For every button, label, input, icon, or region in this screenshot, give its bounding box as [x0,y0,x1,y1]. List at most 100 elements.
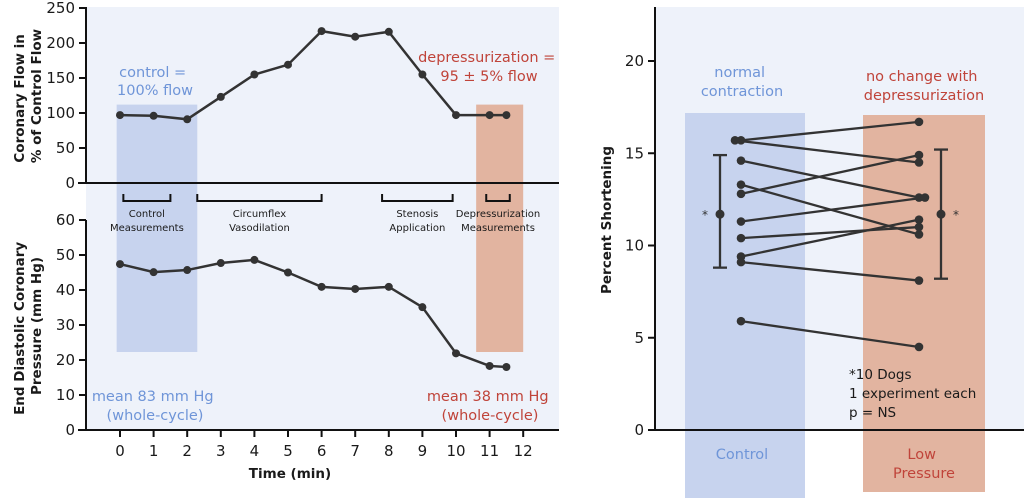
flow-y-tick-label: 0 [65,174,75,192]
pair-line [740,218,920,258]
study-note-line1: *10 Dogs [849,367,911,383]
phase-label: Measurements [110,223,184,234]
flow-point [116,111,124,120]
time-x-tick-label: 8 [384,442,394,460]
time-x-tick-label: 0 [115,442,125,460]
phase-brackets: Control Measurements Circumflex Vasodilatio… [110,194,540,234]
flow-y-tick-label: 200 [46,34,75,52]
pressure-point [216,259,225,268]
control-point [736,189,746,199]
pressure-point [183,266,192,275]
flow-y-tick-label: 100 [46,104,75,122]
pressure-point [502,363,511,371]
depressurization-band-top [476,104,524,183]
phase-label: Stenosis [396,209,438,220]
time-x-tick-label: 7 [350,442,360,460]
phase-label: Circumflex [233,209,287,220]
time-x-tick-label: 4 [250,442,260,460]
phase-bracket [485,194,511,202]
pair-line [734,139,920,164]
pressure-y-label: End Diastolic Coronary Pressure (mm Hg) [12,237,45,415]
flow-point [485,111,494,120]
low-pressure-point [920,193,930,202]
shortening-y-tick-label: 20 [625,52,644,70]
pressure-y-label-line2: Pressure (mm Hg) [29,257,45,395]
low-pressure-point [914,150,924,160]
shortening-y-tick-label: 5 [634,329,644,347]
flow-y-label: Coronary Flow in % of Control Flow [12,29,45,163]
flow-control-annotation: control = 100% flow [117,65,193,99]
category-label-control-line1: Control [716,447,768,463]
phase-bracket [122,194,172,202]
pair-line [740,120,920,142]
flow-y-tick-label: 50 [56,139,75,157]
flow-point [452,111,460,120]
flow-y-tick-label: 250 [46,0,75,17]
pressure-dep-annotation-line1: mean 38 mm Hg [427,389,549,405]
pair-line [740,159,920,199]
flow-dep-annotation-line2: 95 ± 5% flow [440,69,537,85]
pressure-point [384,282,393,291]
pressure-point [351,284,360,293]
flow-y-ticks: 0 50 100 150 200 250 [46,0,86,192]
flow-point [250,70,259,79]
category-label-low-line1: Low [907,447,936,463]
asterisk-marker: * [702,208,708,222]
time-x-tick-label: 1 [149,442,159,460]
time-x-tick-label: 2 [182,442,192,460]
phase-bracket [381,194,454,202]
time-x-tick-label: 10 [446,442,465,460]
control-point [736,180,746,189]
shortening-y-tick-label: 10 [625,237,644,255]
flow-point [384,27,393,36]
low-pressure-point [914,230,924,239]
time-x-tick-label: 11 [480,442,499,460]
pair-line [740,196,926,223]
pressure-depressurization-annotation: mean 38 mm Hg (whole-cycle) [427,389,553,424]
study-note-line3: p = NS [849,405,896,421]
normal-contraction-annotation: normal contraction [701,65,783,100]
control-point [736,156,746,165]
pressure-series [116,255,511,371]
shortening-y-tick-label: 15 [625,144,644,162]
study-note: *10 Dogs 1 experiment each p = NS [849,367,981,421]
pressure-control-annotation-line1: mean 83 mm Hg [92,389,214,405]
control-point [736,257,746,267]
no-change-line2: depressurization [864,88,984,104]
flow-point [216,92,225,101]
no-change-line1: no change with [866,69,977,85]
low-pressure-column [863,115,985,492]
time-x-tick-label: 3 [216,442,226,460]
flow-point [183,115,192,124]
flow-point [351,32,360,41]
phase-label: Control [129,209,165,220]
flow-point [502,111,511,120]
pressure-y-tick-label: 50 [56,246,75,264]
phase-label: Measurements [461,223,535,234]
pressure-y-tick-label: 40 [56,281,75,299]
phase-bracket [196,194,323,202]
asterisk-marker: * [953,208,959,222]
shortening-y-tick-label: 0 [634,421,644,439]
category-label-low-pressure: Low Pressure [893,447,955,482]
phase-label: Depressurization [456,209,540,220]
mean-sd-bars: * * [702,148,959,280]
pressure-point [116,260,124,269]
low-pressure-point [914,117,924,127]
time-x-tick-label: 6 [317,442,327,460]
flow-y-label-line2: % of Control Flow [29,29,45,163]
mean-point [715,209,725,219]
low-pressure-point [914,342,924,352]
control-point [730,136,740,145]
no-change-annotation: no change with depressurization [864,69,984,104]
pressure-dep-annotation-line2: (whole-cycle) [442,408,539,424]
low-pressure-point [914,215,924,224]
pressure-point [485,361,494,370]
flow-dep-annotation-line1: depressurization = [418,50,555,66]
pressure-point [250,255,259,264]
control-point [736,316,746,326]
low-pressure-point [914,276,924,285]
